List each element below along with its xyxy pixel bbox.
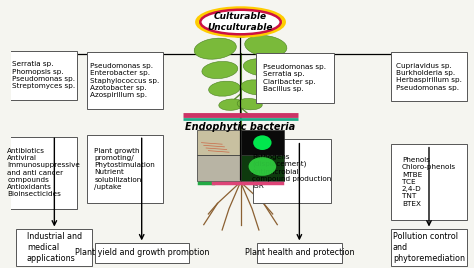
FancyBboxPatch shape (87, 135, 163, 203)
Ellipse shape (253, 135, 272, 150)
Ellipse shape (226, 23, 255, 37)
Text: Plant growth
promoting/
Phytostimulation
Nutrient
solubilization
/uptake: Plant growth promoting/ Phytostimulation… (94, 148, 155, 190)
FancyBboxPatch shape (87, 52, 163, 109)
Ellipse shape (194, 38, 237, 59)
Text: Pollution control
and
phytoremediation: Pollution control and phytoremediation (393, 232, 465, 263)
Ellipse shape (202, 61, 238, 79)
Text: Pseudomonas sp.
Enterobacter sp.
Staphylococcus sp.
Azotobacter sp.
Azospirillum: Pseudomonas sp. Enterobacter sp. Staphyl… (90, 63, 159, 98)
Text: Pathogens
(displacement)
Antimicrobial
compound production
ISR: Pathogens (displacement) Antimicrobial c… (252, 154, 332, 189)
Ellipse shape (237, 98, 262, 110)
Ellipse shape (245, 35, 287, 57)
Bar (197, 155, 240, 181)
Ellipse shape (243, 59, 279, 76)
Ellipse shape (219, 99, 244, 110)
Text: Cupriavidus sp.
Burkholderia sp.
Herbaspirillum sp.
Pseudomonas sp.: Cupriavidus sp. Burkholderia sp. Herbasp… (396, 63, 462, 91)
FancyBboxPatch shape (17, 229, 92, 266)
FancyBboxPatch shape (391, 52, 467, 101)
Ellipse shape (197, 8, 284, 36)
Text: Culturable
Unculturable: Culturable Unculturable (208, 12, 273, 32)
FancyBboxPatch shape (391, 229, 467, 266)
Text: Plant yield and growth promotion: Plant yield and growth promotion (74, 248, 209, 257)
Bar (240, 130, 284, 155)
FancyBboxPatch shape (255, 53, 334, 103)
FancyBboxPatch shape (95, 243, 189, 263)
Ellipse shape (209, 81, 240, 96)
Text: Phenols
Chloro-phenols
MTBE
TCE
2,4-D
TNT
BTEX: Phenols Chloro-phenols MTBE TCE 2,4-D TN… (402, 157, 456, 207)
FancyBboxPatch shape (257, 243, 342, 263)
Ellipse shape (241, 80, 273, 95)
Bar (197, 130, 240, 155)
Text: Industrial and
medical
applications: Industrial and medical applications (27, 232, 82, 263)
Text: Pseudomonas sp.
Serratia sp.
Claribacter sp.
Bacillus sp.: Pseudomonas sp. Serratia sp. Claribacter… (263, 64, 326, 92)
Ellipse shape (248, 157, 276, 176)
Text: Serratia sp.
Phomopsis sp.
Pseudomonas sp.
Streptomyces sp.: Serratia sp. Phomopsis sp. Pseudomonas s… (12, 61, 75, 89)
FancyBboxPatch shape (10, 51, 77, 100)
Bar (240, 155, 284, 181)
FancyBboxPatch shape (10, 137, 77, 209)
Ellipse shape (201, 10, 281, 34)
FancyBboxPatch shape (253, 139, 331, 203)
Text: Plant health and protection: Plant health and protection (245, 248, 354, 257)
Text: Endophytic bacteria: Endophytic bacteria (185, 122, 296, 132)
Text: Antibiotics
Antiviral
Immunosuppressive
and anti cancer
compounds
Antioxidants
B: Antibiotics Antiviral Immunosuppressive … (7, 148, 80, 198)
FancyBboxPatch shape (391, 144, 467, 220)
